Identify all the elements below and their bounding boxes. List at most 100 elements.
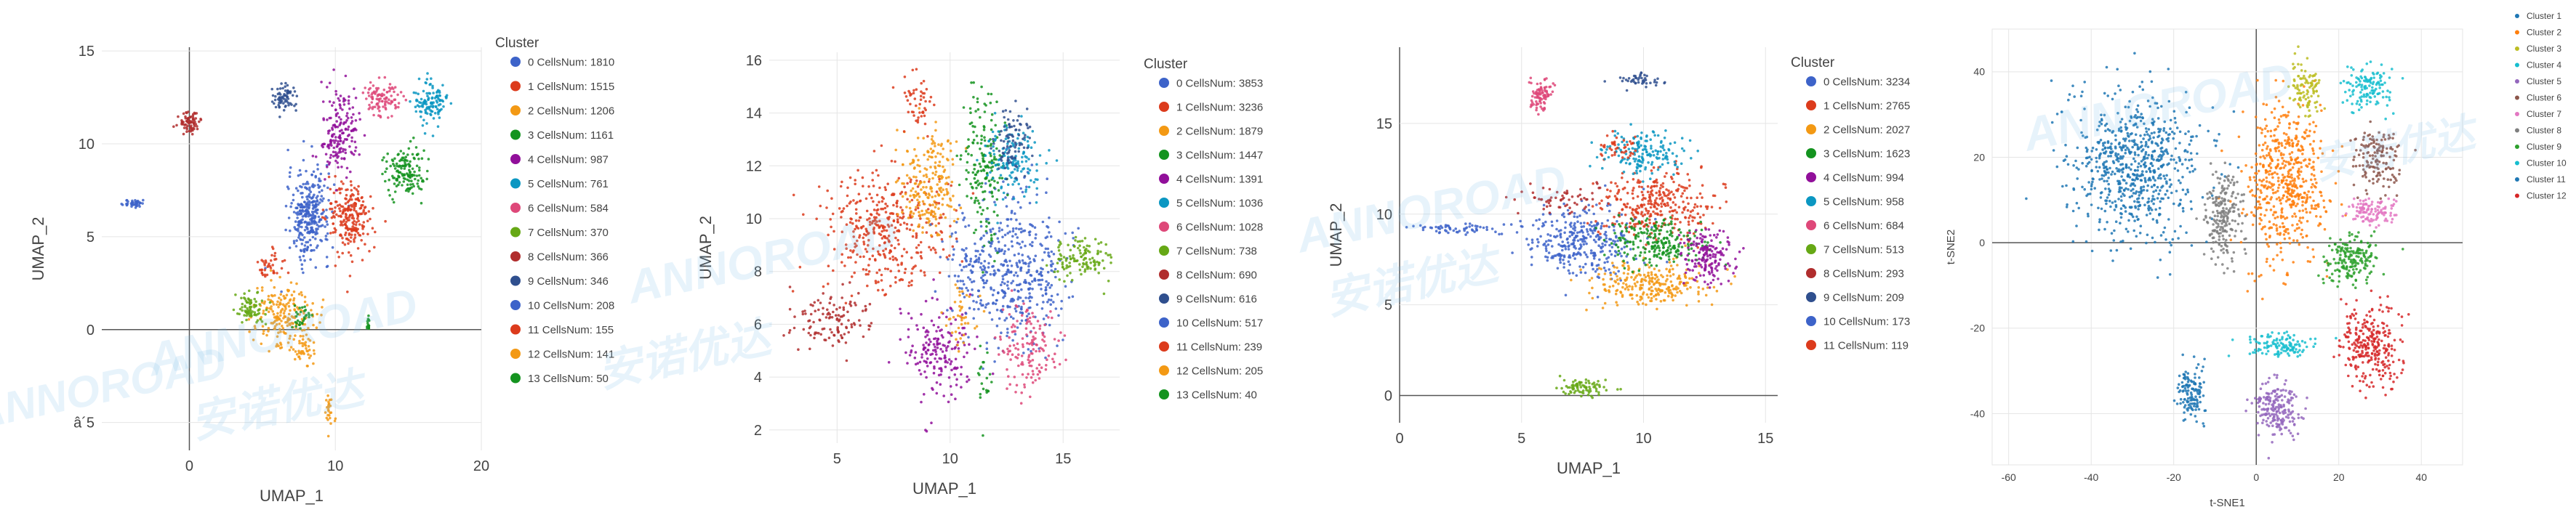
- data-point: [923, 107, 926, 110]
- data-point: [290, 293, 294, 297]
- data-point: [1621, 285, 1624, 289]
- data-point: [1710, 303, 1714, 307]
- legend-label: 2 CellsNum: 1879: [1176, 125, 1263, 137]
- data-point: [921, 226, 924, 230]
- data-point: [1559, 232, 1562, 235]
- data-point: [431, 84, 434, 88]
- data-point: [910, 349, 913, 352]
- legend-marker: [1159, 293, 1169, 304]
- data-point: [1058, 278, 1061, 281]
- data-point: [1048, 255, 1051, 258]
- data-point: [908, 354, 912, 357]
- legend-marker: [510, 324, 521, 335]
- data-point: [1035, 169, 1038, 172]
- data-point: [430, 96, 434, 100]
- data-point: [1036, 373, 1040, 376]
- legend-title: Cluster: [495, 36, 539, 51]
- data-point: [807, 331, 811, 335]
- data-point: [995, 249, 998, 252]
- data-point: [920, 312, 923, 316]
- data-point: [142, 198, 145, 202]
- data-point: [330, 207, 334, 211]
- data-point: [288, 337, 292, 340]
- data-point: [1591, 205, 1594, 208]
- data-point: [947, 176, 950, 179]
- data-point: [301, 238, 305, 242]
- data-point: [980, 249, 984, 252]
- data-point: [345, 193, 348, 197]
- data-point: [910, 272, 913, 275]
- data-point: [1064, 285, 1067, 288]
- data-point: [135, 200, 139, 203]
- data-point: [1010, 282, 1013, 285]
- data-point: [175, 123, 178, 127]
- data-point: [275, 323, 278, 326]
- data-point: [286, 148, 289, 152]
- data-point: [1054, 275, 1057, 279]
- data-point: [901, 211, 904, 214]
- data-point: [906, 362, 909, 365]
- data-point: [292, 290, 296, 293]
- data-point: [911, 235, 915, 238]
- data-point: [990, 234, 993, 237]
- data-point: [1622, 282, 1625, 285]
- data-point: [418, 101, 421, 104]
- data-point: [829, 315, 832, 319]
- data-point: [1640, 280, 1643, 283]
- data-point: [926, 349, 930, 352]
- data-point: [327, 131, 330, 135]
- data-point: [289, 205, 292, 208]
- data-point: [372, 206, 374, 210]
- data-point: [1585, 242, 1588, 246]
- data-point: [338, 147, 342, 150]
- data-point: [1068, 264, 1072, 268]
- data-point: [1020, 143, 1024, 146]
- data-point: [1027, 268, 1030, 272]
- data-point: [1626, 202, 1629, 206]
- data-point: [971, 270, 974, 274]
- data-point: [928, 338, 931, 341]
- data-point: [388, 83, 392, 86]
- data-point: [1640, 296, 1643, 299]
- data-point: [1632, 197, 1635, 200]
- data-point: [1649, 299, 1652, 303]
- data-point: [1002, 139, 1006, 143]
- data-point: [345, 119, 348, 122]
- data-point: [980, 169, 983, 172]
- data-point: [1587, 208, 1591, 212]
- data-point: [1576, 215, 1579, 219]
- data-point: [402, 152, 405, 155]
- data-point: [996, 237, 1000, 240]
- data-point: [1040, 270, 1043, 274]
- data-point: [1685, 187, 1688, 190]
- data-point: [968, 295, 971, 299]
- data-point: [916, 192, 920, 196]
- data-point: [1544, 255, 1547, 259]
- data-point: [369, 86, 372, 90]
- data-point: [1082, 258, 1086, 261]
- data-point: [268, 301, 272, 304]
- data-point: [1042, 317, 1046, 320]
- data-point: [929, 361, 933, 364]
- data-point: [989, 144, 992, 147]
- data-point: [967, 138, 970, 141]
- data-point: [1054, 267, 1057, 271]
- data-point: [909, 94, 912, 97]
- data-point: [984, 144, 987, 147]
- data-point: [793, 326, 796, 330]
- data-point: [1022, 146, 1026, 150]
- data-point: [966, 161, 969, 164]
- legend-label: 8 CellsNum: 366: [528, 251, 609, 263]
- data-point: [399, 91, 403, 94]
- data-point: [364, 86, 367, 89]
- data-point: [1567, 248, 1570, 251]
- data-point: [289, 323, 292, 327]
- data-point: [1019, 170, 1023, 173]
- data-point: [294, 327, 298, 331]
- data-point: [1662, 299, 1666, 302]
- data-point: [941, 203, 944, 206]
- data-point: [1031, 381, 1035, 384]
- data-point: [822, 285, 825, 288]
- data-point: [1027, 171, 1030, 175]
